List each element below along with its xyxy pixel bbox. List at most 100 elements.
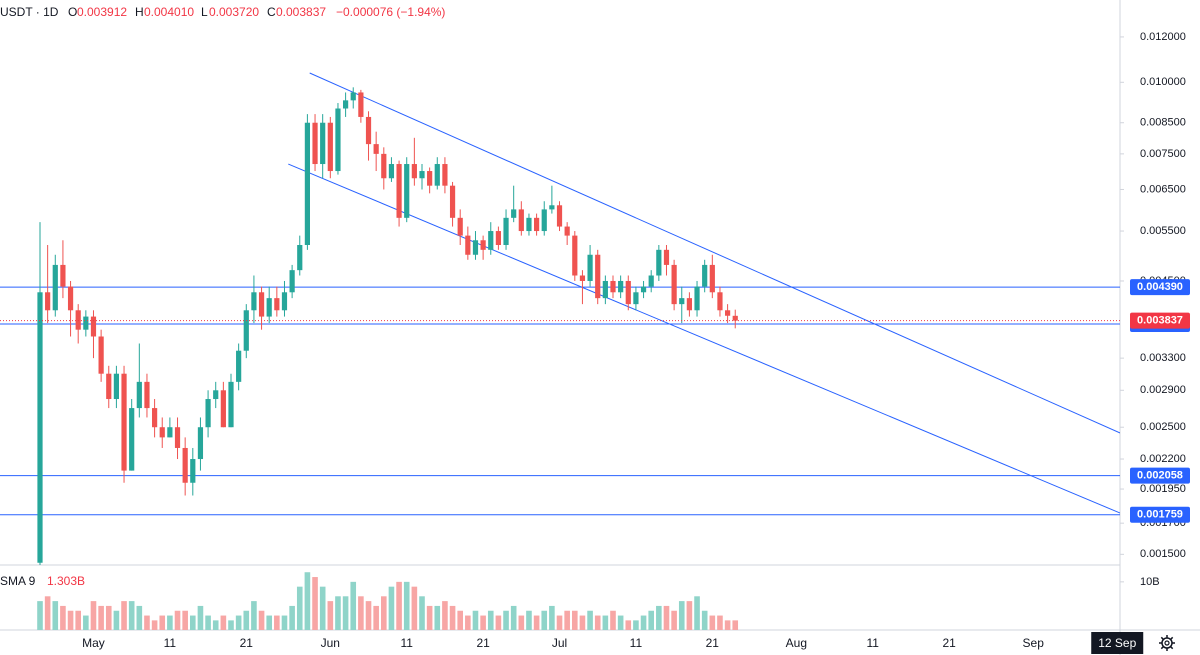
- crosshair-date-box: [1091, 632, 1144, 654]
- volume-bar: [228, 620, 234, 630]
- candle-body: [656, 249, 662, 276]
- close-label: C: [267, 5, 276, 19]
- candle-body: [434, 164, 440, 186]
- candle-body: [67, 286, 74, 311]
- candle-body: [190, 459, 196, 483]
- volume-bar: [98, 605, 104, 630]
- volume-bar: [487, 610, 494, 630]
- candle-body: [37, 292, 43, 563]
- volume-bar: [648, 610, 654, 630]
- x-tick-label: Aug: [786, 636, 807, 650]
- candle-body: [396, 164, 402, 218]
- volume-bar: [663, 605, 670, 630]
- x-tick-label: 21: [476, 636, 490, 650]
- volume-bar: [549, 605, 555, 630]
- candle-body: [709, 264, 715, 293]
- volume-bar: [190, 615, 196, 630]
- volume-bar: [633, 620, 639, 630]
- volume-bar: [83, 615, 89, 630]
- candle-body: [488, 231, 494, 250]
- high-value: 0.004010: [144, 5, 194, 19]
- candle-body: [350, 92, 356, 101]
- volume-bar: [495, 615, 502, 630]
- gear-center[interactable]: [1164, 640, 1170, 646]
- level-label-box: [1130, 467, 1190, 484]
- y-tick-label: 0.002200: [1140, 453, 1186, 465]
- last-price-box: [1130, 312, 1190, 329]
- candle-body: [549, 205, 555, 210]
- volume-bar: [610, 610, 616, 630]
- candle-body: [618, 280, 624, 293]
- volume-bar: [434, 605, 441, 630]
- volume-bar: [426, 605, 433, 630]
- candle-body: [320, 122, 326, 165]
- candle-body: [243, 310, 249, 351]
- candle-body: [518, 209, 524, 232]
- candle-body: [266, 298, 272, 317]
- volume-bar: [128, 601, 135, 630]
- candle-body: [60, 264, 66, 287]
- volume-bar: [671, 610, 677, 630]
- volume-bar: [594, 615, 601, 630]
- volume-bar: [686, 601, 693, 630]
- candle-body: [732, 315, 738, 321]
- candle-body: [388, 164, 395, 179]
- volume-bar: [365, 601, 372, 630]
- volume-bar: [625, 620, 632, 630]
- volume-bar: [266, 615, 272, 630]
- candle-body: [159, 427, 165, 438]
- volume-bar: [510, 605, 517, 630]
- volume-bar: [44, 596, 51, 630]
- candle-body: [404, 164, 410, 218]
- y-tick-label: 0.012000: [1140, 31, 1186, 43]
- volume-bar: [656, 605, 662, 630]
- volume-bar: [449, 605, 456, 630]
- candle-body: [564, 226, 570, 236]
- volume-bar: [37, 601, 43, 630]
- candle-body: [526, 217, 532, 232]
- x-tick-label: 21: [706, 636, 720, 650]
- candle-body: [167, 427, 173, 438]
- candle-body: [144, 381, 150, 409]
- gear-teeth[interactable]: [1159, 635, 1175, 651]
- candle-body: [457, 217, 463, 236]
- x-tick-label: May: [82, 636, 105, 650]
- y-tick-label: 0.007500: [1140, 148, 1186, 160]
- volume-bar: [587, 610, 593, 630]
- candle-body: [427, 171, 433, 186]
- candle-body: [579, 275, 586, 281]
- volume-bar: [121, 601, 127, 630]
- x-tick-label: 11: [630, 636, 643, 650]
- volume-bar: [411, 586, 418, 630]
- volume-bar: [617, 615, 624, 630]
- candle-body: [442, 164, 448, 186]
- axes: 0.012000 0.010000 0.008500 0.007500 0.006500…: [82, 31, 1190, 654]
- candle-body: [465, 235, 471, 255]
- candle-body: [541, 209, 547, 232]
- candle-body: [625, 280, 631, 305]
- volume-bar: [572, 610, 578, 630]
- candle-body: [480, 240, 486, 250]
- volume-bar: [709, 615, 716, 630]
- volume-bar: [533, 615, 540, 630]
- volume-bar: [350, 581, 357, 630]
- volume-bar: [258, 610, 265, 630]
- volume-bar: [541, 610, 548, 630]
- volume-bar: [518, 615, 525, 630]
- volume-pane: [37, 572, 739, 630]
- high-label: H: [135, 5, 144, 19]
- volume-bar: [151, 620, 158, 630]
- volume-bar: [304, 572, 311, 630]
- settings-icon[interactable]: [1159, 635, 1175, 651]
- candle-body: [702, 264, 708, 287]
- candle-body: [717, 292, 723, 311]
- volume-indicator-value: 1.303B: [47, 574, 85, 588]
- volume-bar: [373, 605, 379, 630]
- volume-bar: [75, 610, 81, 630]
- volume-bar: [212, 620, 219, 630]
- volume-bar: [640, 615, 647, 630]
- candle-body: [373, 144, 379, 154]
- symbol: USDT · 1D: [0, 5, 59, 19]
- volume-bar: [358, 596, 364, 630]
